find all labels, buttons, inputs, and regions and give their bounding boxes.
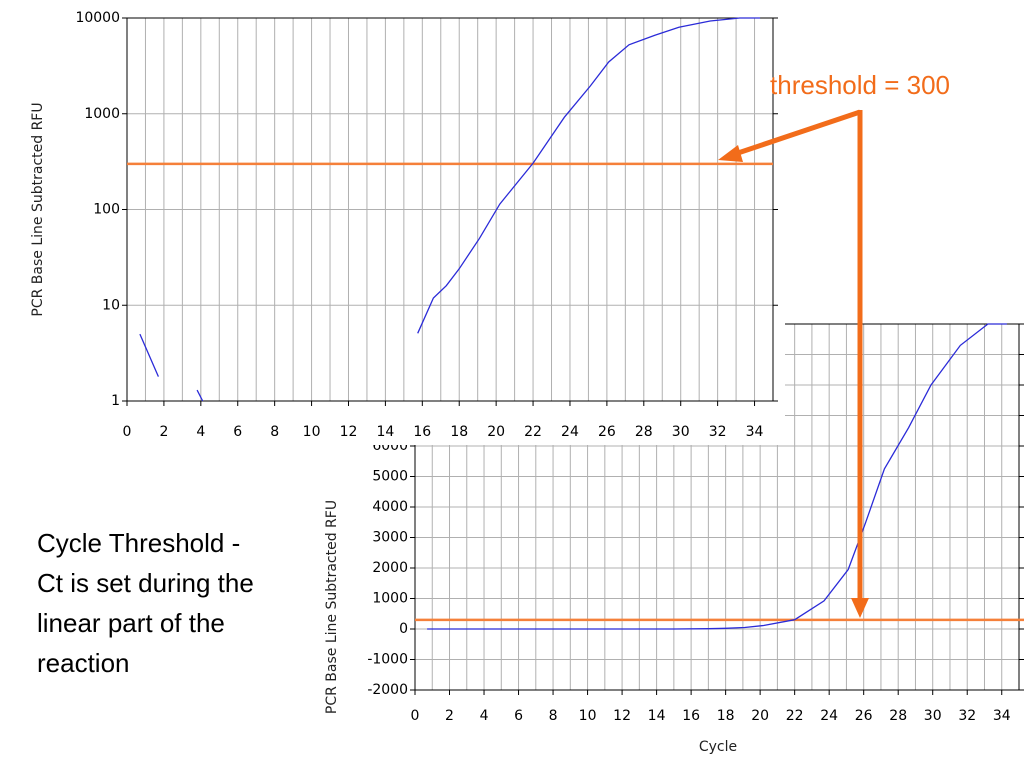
x-axis-label: Cycle [699,739,737,755]
y-tick-label: -1000 [367,652,408,668]
y-tick-label: 4000 [372,499,408,515]
x-tick-label: 30 [672,424,690,440]
x-tick-label: 16 [413,424,431,440]
x-tick-label: 0 [123,424,132,440]
x-tick-label: 16 [682,708,700,724]
x-tick-label: 32 [958,708,976,724]
x-tick-label: 8 [270,424,279,440]
y-axis-label: PCR Base Line Subtracted RFU [324,500,340,714]
x-tick-label: 6 [233,424,242,440]
note: Cycle Threshold - Ct is set during the lin… [37,528,254,678]
x-tick-label: 32 [709,424,727,440]
x-tick-label: 28 [635,424,653,440]
x-tick-label: 18 [717,708,735,724]
x-tick-label: 28 [889,708,907,724]
threshold-annotation: threshold = 300 [770,70,950,100]
x-tick-label: 10 [303,424,321,440]
arrow-head [851,598,869,618]
x-tick-label: 20 [751,708,769,724]
x-tick-label: 18 [450,424,468,440]
y-tick-label: 1000 [84,106,120,122]
x-tick-label: 10 [579,708,597,724]
x-tick-label: 4 [480,708,489,724]
arrow-head [718,145,743,162]
note-line: linear part of the [37,608,225,638]
x-tick-label: 20 [487,424,505,440]
x-tick-label: 26 [598,424,616,440]
x-tick-label: 12 [613,708,631,724]
x-tick-label: 26 [855,708,873,724]
x-tick-label: 0 [411,708,420,724]
x-tick-label: 2 [159,424,168,440]
x-tick-label: 6 [514,708,523,724]
data-line [427,323,1007,630]
y-axis-label: PCR Base Line Subtracted RFU [30,102,46,316]
x-tick-label: 14 [376,424,394,440]
data-line [139,17,761,402]
y-tick-label: 0 [399,621,408,637]
y-tick-label: 3000 [372,530,408,546]
y-tick-label: 2000 [372,560,408,576]
x-tick-label: 22 [786,708,804,724]
x-tick-label: 34 [746,424,764,440]
y-tick-label: 1 [111,393,120,409]
x-tick-label: 24 [820,708,838,724]
note-line: Cycle Threshold - [37,528,240,558]
arrows [718,109,869,618]
y-tick-label: 10000 [75,10,120,26]
y-tick-label: 1000 [372,591,408,607]
y-tick-label: -2000 [367,682,408,698]
y-tick-label: 5000 [372,469,408,485]
note-line: reaction [37,648,130,678]
note-line: Ct is set during the [37,568,254,598]
y-tick-label: 100 [93,202,120,218]
x-tick-label: 34 [993,708,1011,724]
x-tick-label: 30 [924,708,942,724]
x-tick-label: 4 [196,424,205,440]
x-tick-label: 14 [648,708,666,724]
x-tick-label: 12 [340,424,358,440]
x-tick-label: 22 [524,424,542,440]
arrow-line [734,109,861,157]
x-tick-label: 24 [561,424,579,440]
y-tick-label: 10 [102,297,120,313]
x-tick-label: 2 [445,708,454,724]
x-tick-label: 8 [549,708,558,724]
